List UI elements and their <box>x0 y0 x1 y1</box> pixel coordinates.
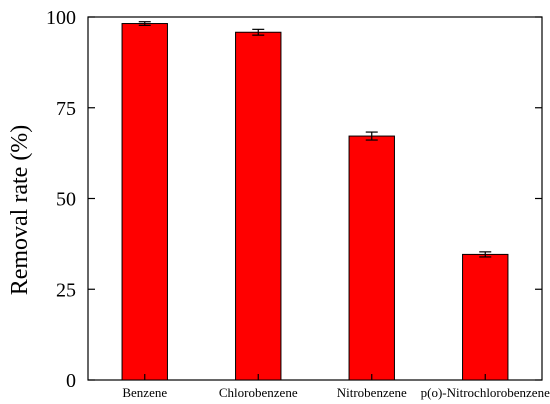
bar <box>462 253 509 381</box>
plot-area: 0 25 50 75 100 Benzene Chlorobenzene Nitrobenze… <box>46 7 550 400</box>
y-tick-label: 50 <box>56 189 76 211</box>
y-tick-label: 25 <box>56 279 76 301</box>
x-tick-label: Benzene <box>122 385 167 400</box>
bar <box>121 23 168 381</box>
x-tick-label: p(o)-Nitrochlorobenzene <box>421 385 550 400</box>
x-tick-label: Nitrobenzene <box>337 385 407 400</box>
x-tick-label: Chlorobenzene <box>219 385 298 400</box>
y-tick-label: 100 <box>46 7 76 29</box>
y-axis-label: Removal rate (%) <box>7 125 33 296</box>
y-tick-label: 75 <box>56 98 76 120</box>
y-tick-label: 0 <box>66 370 76 392</box>
bar <box>235 31 282 381</box>
bar <box>348 135 395 381</box>
